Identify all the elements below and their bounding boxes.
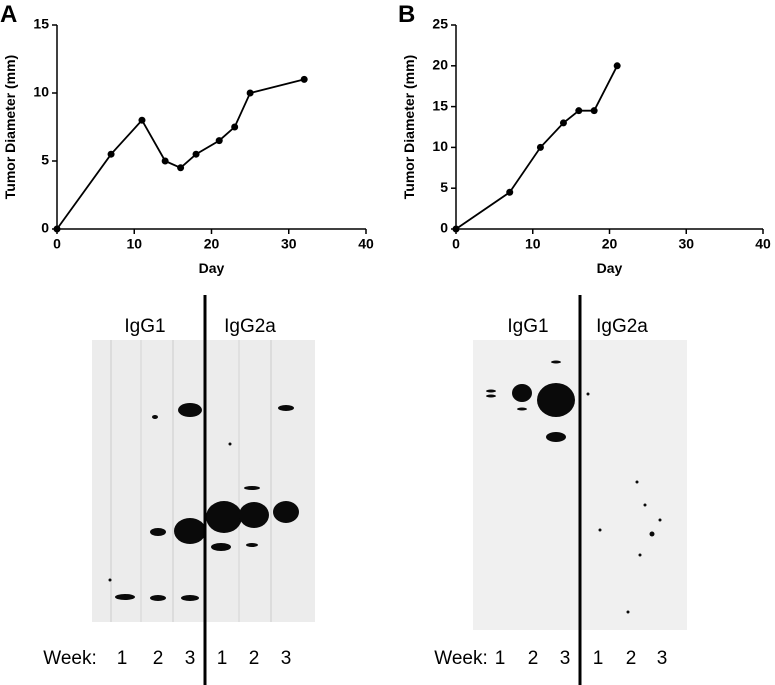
week-number: 2 <box>249 648 260 669</box>
lane-label: IgG1 <box>507 316 548 337</box>
x-axis-label: Day <box>199 260 225 276</box>
y-axis-label: Tumor Diameter (mm) <box>2 55 18 199</box>
data-point <box>559 119 567 127</box>
data-point <box>192 150 200 158</box>
data-point <box>506 188 514 196</box>
week-number: 1 <box>117 648 128 669</box>
lane-label: IgG2a <box>224 316 276 337</box>
y-tick-label: 25 <box>432 16 448 32</box>
data-point <box>53 225 61 233</box>
data-point <box>107 150 115 158</box>
week-label: Week: <box>434 648 488 669</box>
y-tick-label: 5 <box>440 179 448 195</box>
x-tick-label: 0 <box>53 236 61 252</box>
week-number: 3 <box>560 648 571 669</box>
week-number: 1 <box>217 648 228 669</box>
week-number: 3 <box>281 648 292 669</box>
week-label: Week: <box>43 648 97 669</box>
data-point <box>161 157 169 165</box>
data-point <box>138 116 146 124</box>
y-tick-label: 5 <box>41 152 49 168</box>
data-point <box>590 107 598 115</box>
week-number: 3 <box>657 648 668 669</box>
x-tick-label: 20 <box>602 236 618 252</box>
y-tick-label: 20 <box>432 57 448 73</box>
x-tick-label: 20 <box>204 236 220 252</box>
data-line <box>56 78 305 230</box>
week-number: 2 <box>528 648 539 669</box>
y-tick-label: 15 <box>432 97 448 113</box>
data-point <box>300 75 308 83</box>
y-tick-label: 0 <box>440 220 448 236</box>
y-tick-label: 0 <box>41 220 49 236</box>
data-point <box>231 123 239 131</box>
lane-label: IgG1 <box>124 316 165 337</box>
week-number: 1 <box>593 648 604 669</box>
x-tick-label: 40 <box>358 236 374 252</box>
y-axis-label: Tumor Diameter (mm) <box>401 55 417 199</box>
x-tick-label: 10 <box>126 236 142 252</box>
week-number: 2 <box>626 648 637 669</box>
week-number: 3 <box>185 648 196 669</box>
panel-letter: B <box>398 1 415 28</box>
data-line <box>455 65 618 230</box>
lane-label: IgG2a <box>596 316 648 337</box>
data-point <box>215 137 223 145</box>
y-tick-label: 10 <box>33 84 49 100</box>
x-axis-label: Day <box>597 260 623 276</box>
x-tick-label: 0 <box>452 236 460 252</box>
data-point <box>177 164 185 172</box>
y-tick-label: 10 <box>432 138 448 154</box>
data-point <box>575 107 583 115</box>
data-point <box>452 225 460 233</box>
x-tick-label: 40 <box>755 236 771 252</box>
data-point <box>613 62 621 70</box>
x-tick-label: 30 <box>678 236 694 252</box>
week-number: 1 <box>495 648 506 669</box>
panel-letter: A <box>0 1 17 28</box>
y-tick-label: 15 <box>33 16 49 32</box>
x-tick-label: 10 <box>525 236 541 252</box>
week-number: 2 <box>153 648 164 669</box>
data-point <box>246 89 254 97</box>
data-point <box>536 143 544 151</box>
x-tick-label: 30 <box>281 236 297 252</box>
